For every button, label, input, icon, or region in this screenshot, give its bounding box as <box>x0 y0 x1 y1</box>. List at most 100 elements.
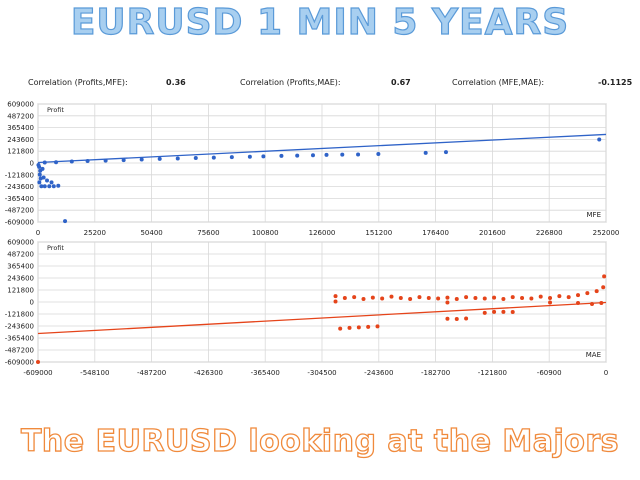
data-point <box>41 175 46 180</box>
data-point <box>576 300 581 305</box>
y-tick-label: 365400 <box>7 124 34 132</box>
data-point <box>103 158 108 163</box>
y-tick-label: 121800 <box>7 148 34 156</box>
data-point <box>454 316 459 321</box>
data-point <box>36 360 40 364</box>
y-tick-label: 121800 <box>7 287 34 295</box>
data-point <box>338 326 343 331</box>
correlation-value-profits-mfe: 0.36 <box>166 78 186 87</box>
footer-title: The EURUSD looking at the Majors <box>20 423 620 459</box>
correlation-value-mfe-mae: -0.1125 <box>598 78 633 87</box>
data-point <box>56 183 61 188</box>
data-point <box>366 324 371 329</box>
data-point <box>39 184 44 189</box>
data-point <box>45 178 50 183</box>
data-point <box>49 180 54 185</box>
page-title: EURUSD 1 MIN 5 YEARS <box>70 1 570 43</box>
x-tick-label: 75600 <box>197 229 219 237</box>
y-tick-label: -243600 <box>5 183 34 191</box>
data-point <box>356 152 361 157</box>
data-point <box>261 154 266 159</box>
data-point <box>501 297 506 302</box>
profit-vs-mae-chart: 609000 487200 365400 243600 121800 0 -121800 -2… <box>5 239 608 378</box>
data-point <box>548 296 553 301</box>
data-point <box>279 153 284 158</box>
x-tick-label: 252000 <box>593 229 620 237</box>
y-tick-label: 609000 <box>7 101 34 109</box>
data-point <box>361 297 366 302</box>
data-point <box>594 289 599 294</box>
correlation-row: Correlation (Profits,MFE): 0.36 Correlat… <box>0 78 640 92</box>
x-tick-label: -609000 <box>23 369 52 377</box>
data-point <box>576 293 581 298</box>
data-point <box>398 296 403 301</box>
x-tick-label: 201600 <box>479 229 506 237</box>
data-point <box>380 296 385 301</box>
y-tick-label: 365400 <box>7 263 34 271</box>
data-point <box>454 297 459 302</box>
x-tick-label: 0 <box>604 369 608 377</box>
data-point <box>599 300 604 305</box>
data-point <box>520 296 525 301</box>
data-point <box>37 164 42 169</box>
data-point <box>310 153 315 158</box>
y-axis-label: Profit <box>47 106 64 114</box>
data-point <box>121 158 126 163</box>
data-point <box>443 150 448 155</box>
data-point <box>370 295 375 300</box>
x-tick-label: -426300 <box>194 369 223 377</box>
data-point <box>139 157 144 162</box>
data-point <box>601 285 606 290</box>
data-point <box>548 300 553 305</box>
y-axis-label: Profit <box>47 244 64 252</box>
data-point <box>408 297 413 302</box>
x-tick-label: -304500 <box>307 369 336 377</box>
x-tick-label: 0 <box>36 229 40 237</box>
data-point <box>482 310 487 315</box>
data-point <box>376 151 381 156</box>
data-point <box>229 155 234 160</box>
data-point <box>356 325 361 330</box>
y-tick-label: 243600 <box>7 136 34 144</box>
data-point <box>464 316 469 321</box>
x-tick-label: 126000 <box>309 229 336 237</box>
data-point <box>295 153 300 158</box>
data-point <box>602 274 607 279</box>
y-tick-label: 487200 <box>7 251 34 259</box>
data-point <box>157 156 162 161</box>
data-point <box>37 172 42 177</box>
data-point <box>342 296 347 301</box>
data-point <box>37 180 42 185</box>
profit-vs-mfe-chart: 609000 487200 365400 243600 121800 0 -121800 -2… <box>5 101 620 238</box>
data-point <box>42 160 47 165</box>
x-tick-label: 100800 <box>252 229 279 237</box>
data-point <box>340 152 345 157</box>
x-tick-label: 176400 <box>422 229 449 237</box>
data-point <box>247 154 252 159</box>
x-tick-label: -182700 <box>421 369 450 377</box>
x-tick-label: -548100 <box>80 369 109 377</box>
y-tick-label: 0 <box>30 299 34 307</box>
y-tick-label: -365400 <box>5 335 34 343</box>
data-point <box>54 160 59 165</box>
data-point <box>324 152 329 157</box>
data-point <box>482 296 487 301</box>
data-point <box>501 309 506 314</box>
x-tick-label: -60900 <box>537 369 562 377</box>
correlation-label-profits-mae: Correlation (Profits,MAE): <box>240 78 341 87</box>
data-point <box>211 155 216 160</box>
data-point <box>40 166 45 171</box>
y-tick-label: -487200 <box>5 207 34 215</box>
data-point <box>347 325 352 330</box>
data-point <box>389 294 394 299</box>
correlation-label-mfe-mae: Correlation (MFE,MAE): <box>452 78 545 87</box>
x-axis-label: MFE <box>587 211 602 219</box>
x-tick-label: 151200 <box>365 229 392 237</box>
y-tick-label: -121800 <box>5 311 34 319</box>
data-point <box>538 294 543 299</box>
x-tick-label: -365400 <box>251 369 280 377</box>
data-point <box>445 300 450 305</box>
data-point <box>510 310 515 315</box>
data-point <box>352 295 357 300</box>
y-tick-label: 609000 <box>7 239 34 247</box>
